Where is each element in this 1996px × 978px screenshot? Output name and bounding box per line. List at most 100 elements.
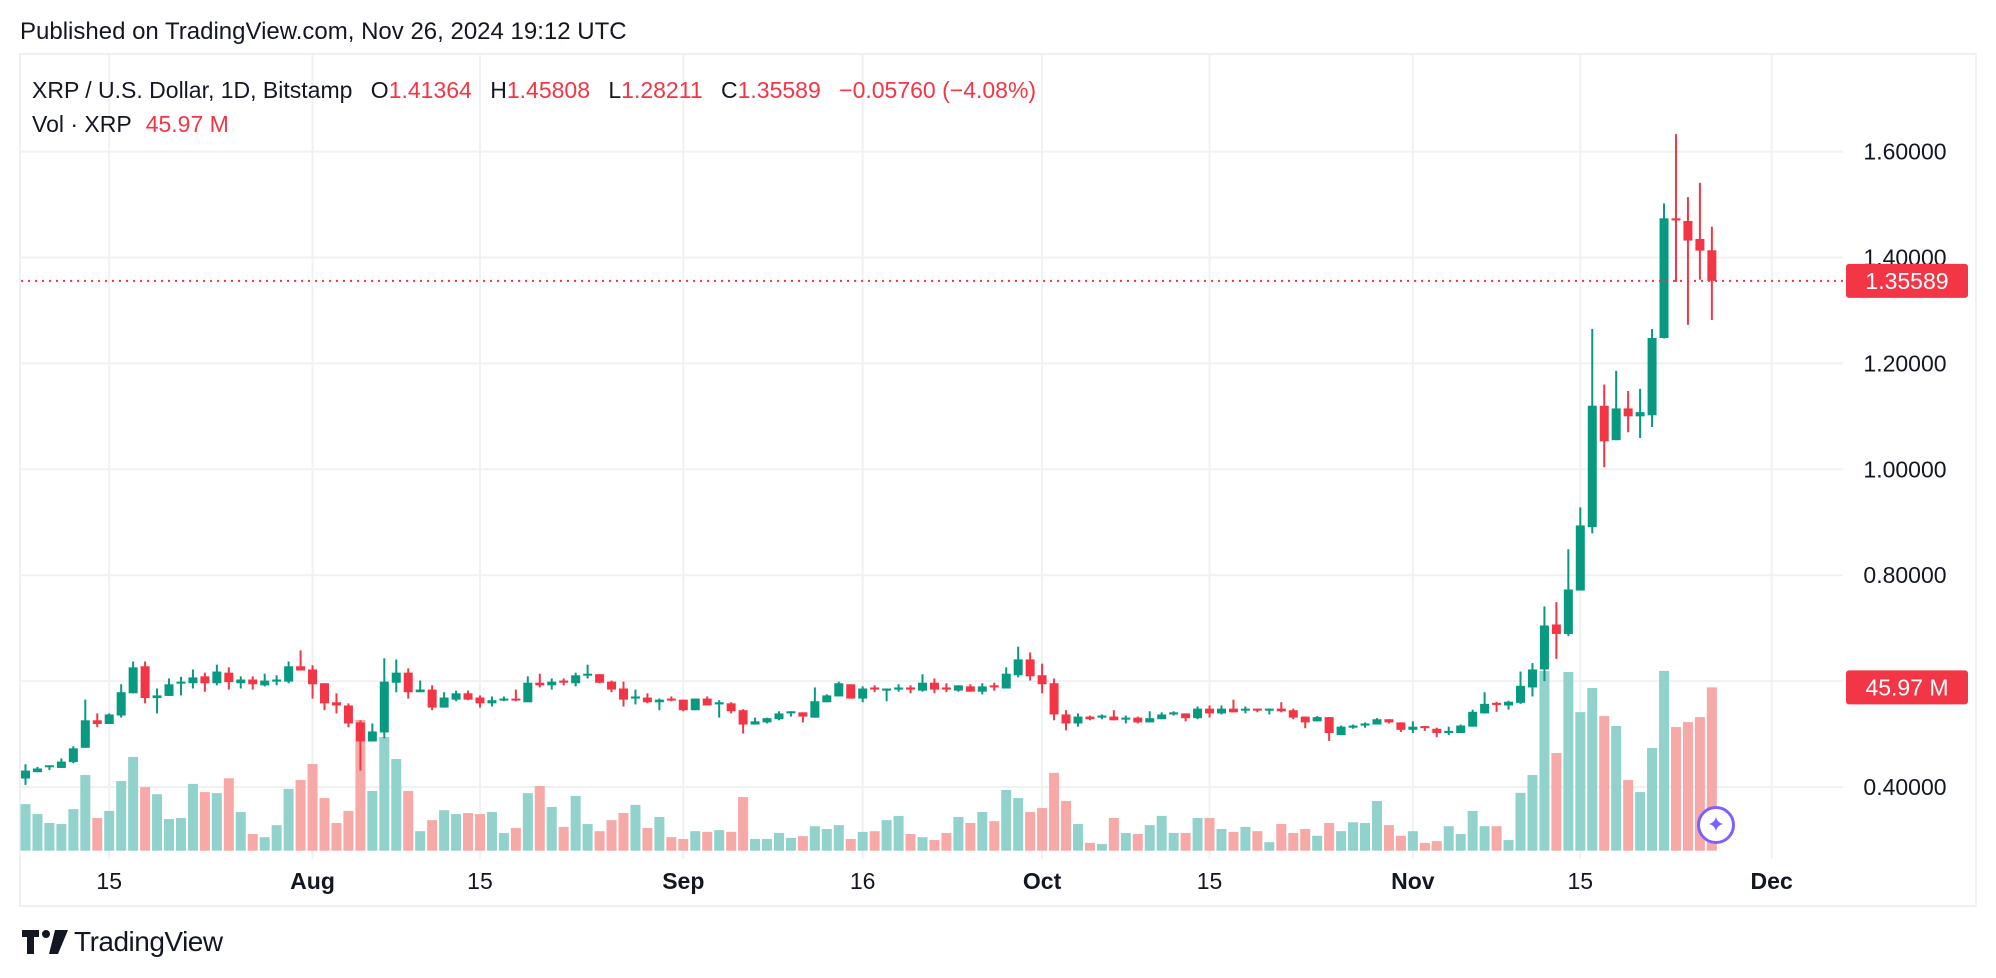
symbol-legend[interactable]: XRP / U.S. Dollar, 1D, Bitstamp O1.41364… [32, 77, 1036, 104]
candle-body [1181, 713, 1191, 719]
candle-body [1611, 408, 1621, 441]
candle [1360, 722, 1370, 728]
candle-body [929, 682, 939, 690]
candle [1193, 706, 1203, 720]
volume-bar [1443, 826, 1454, 851]
candle-wick [754, 717, 757, 725]
candle-body [403, 672, 413, 693]
candle-body [989, 685, 999, 688]
candle-body [128, 667, 138, 694]
candle [810, 687, 820, 718]
candle [320, 683, 329, 711]
candle [1551, 602, 1561, 659]
volume-bar [128, 756, 139, 851]
candle-body [1109, 716, 1119, 721]
candle [1408, 721, 1418, 733]
volume-bar [403, 791, 414, 851]
candle-wick [156, 688, 159, 714]
volume-bar [1252, 831, 1263, 851]
volume-bar [1324, 822, 1335, 851]
candle [1611, 370, 1621, 441]
symbol-title[interactable]: XRP / U.S. Dollar, 1D, Bitstamp [32, 77, 353, 103]
candle-body [248, 679, 258, 685]
candle-body [822, 695, 832, 703]
volume-bar [367, 791, 378, 851]
candle [535, 673, 545, 688]
volume-bar [666, 837, 677, 851]
candle [1683, 197, 1693, 325]
candle-body [104, 714, 114, 724]
candle-wick [299, 650, 302, 671]
candle [236, 676, 246, 689]
candle [523, 676, 533, 703]
candle [212, 664, 222, 686]
candle-body [1025, 659, 1035, 677]
volume-bar [187, 783, 198, 851]
candle-body [1599, 405, 1609, 442]
candle [1276, 702, 1286, 713]
candle-wick [359, 720, 362, 771]
candle-body [619, 688, 628, 700]
candle-body [666, 698, 676, 701]
volume-bar [1682, 722, 1693, 851]
volume-bar [1132, 834, 1143, 851]
volume-bar [905, 834, 916, 851]
time-tick-label: Aug [290, 868, 335, 894]
candle [1205, 705, 1215, 718]
volume-bar [1001, 789, 1012, 851]
candle-body [391, 672, 401, 683]
grid [21, 55, 1843, 859]
volume-bar [678, 838, 689, 851]
candle-body [1539, 625, 1549, 670]
candle-body [1575, 525, 1585, 591]
candle [92, 713, 102, 728]
candle-wick [718, 700, 721, 718]
volume-bar [32, 814, 43, 851]
candle-body [834, 683, 844, 697]
candle [1587, 328, 1597, 534]
candle [1169, 711, 1179, 716]
candle-body [714, 702, 724, 705]
candle-body [1444, 730, 1454, 733]
candle-body [116, 692, 126, 716]
candle-body [1252, 708, 1262, 711]
time-tick-label: Dec [1751, 868, 1793, 894]
volume-bar [522, 793, 533, 851]
volume-bar [427, 820, 438, 851]
candle [1623, 390, 1633, 433]
candle [1085, 715, 1095, 721]
candle [1599, 384, 1609, 468]
chart-panel[interactable] [19, 53, 1977, 907]
volume-bar [546, 806, 557, 851]
candle-body [164, 684, 174, 696]
volume-bar [558, 826, 569, 851]
assistant-button[interactable]: ✦ [1697, 806, 1735, 844]
volume-bar [486, 811, 497, 851]
volume-bar [1551, 752, 1562, 851]
candle-body [1480, 703, 1490, 714]
candle-body [379, 681, 389, 733]
candle [559, 678, 569, 686]
volume-bar [1575, 712, 1586, 851]
candle [1181, 713, 1191, 722]
volume-legend[interactable]: Vol · XRP 45.97 M [32, 111, 229, 138]
candle-body [1288, 710, 1298, 718]
candle-body [1336, 726, 1346, 736]
candle-body [810, 701, 820, 718]
volume-bar [941, 832, 952, 851]
candle-body [367, 731, 377, 742]
candle-wick [96, 713, 99, 728]
volume-bar [1599, 716, 1610, 851]
candle-body [1300, 716, 1310, 723]
candle [1121, 715, 1131, 724]
candle [1061, 710, 1071, 731]
candle [1049, 678, 1059, 721]
candle [1468, 709, 1478, 727]
candle-body [1647, 337, 1657, 416]
candle-wick [1268, 708, 1271, 715]
candle-wick [801, 712, 804, 723]
candle [152, 688, 162, 714]
volume-bar [223, 778, 234, 851]
candle [1575, 507, 1585, 591]
